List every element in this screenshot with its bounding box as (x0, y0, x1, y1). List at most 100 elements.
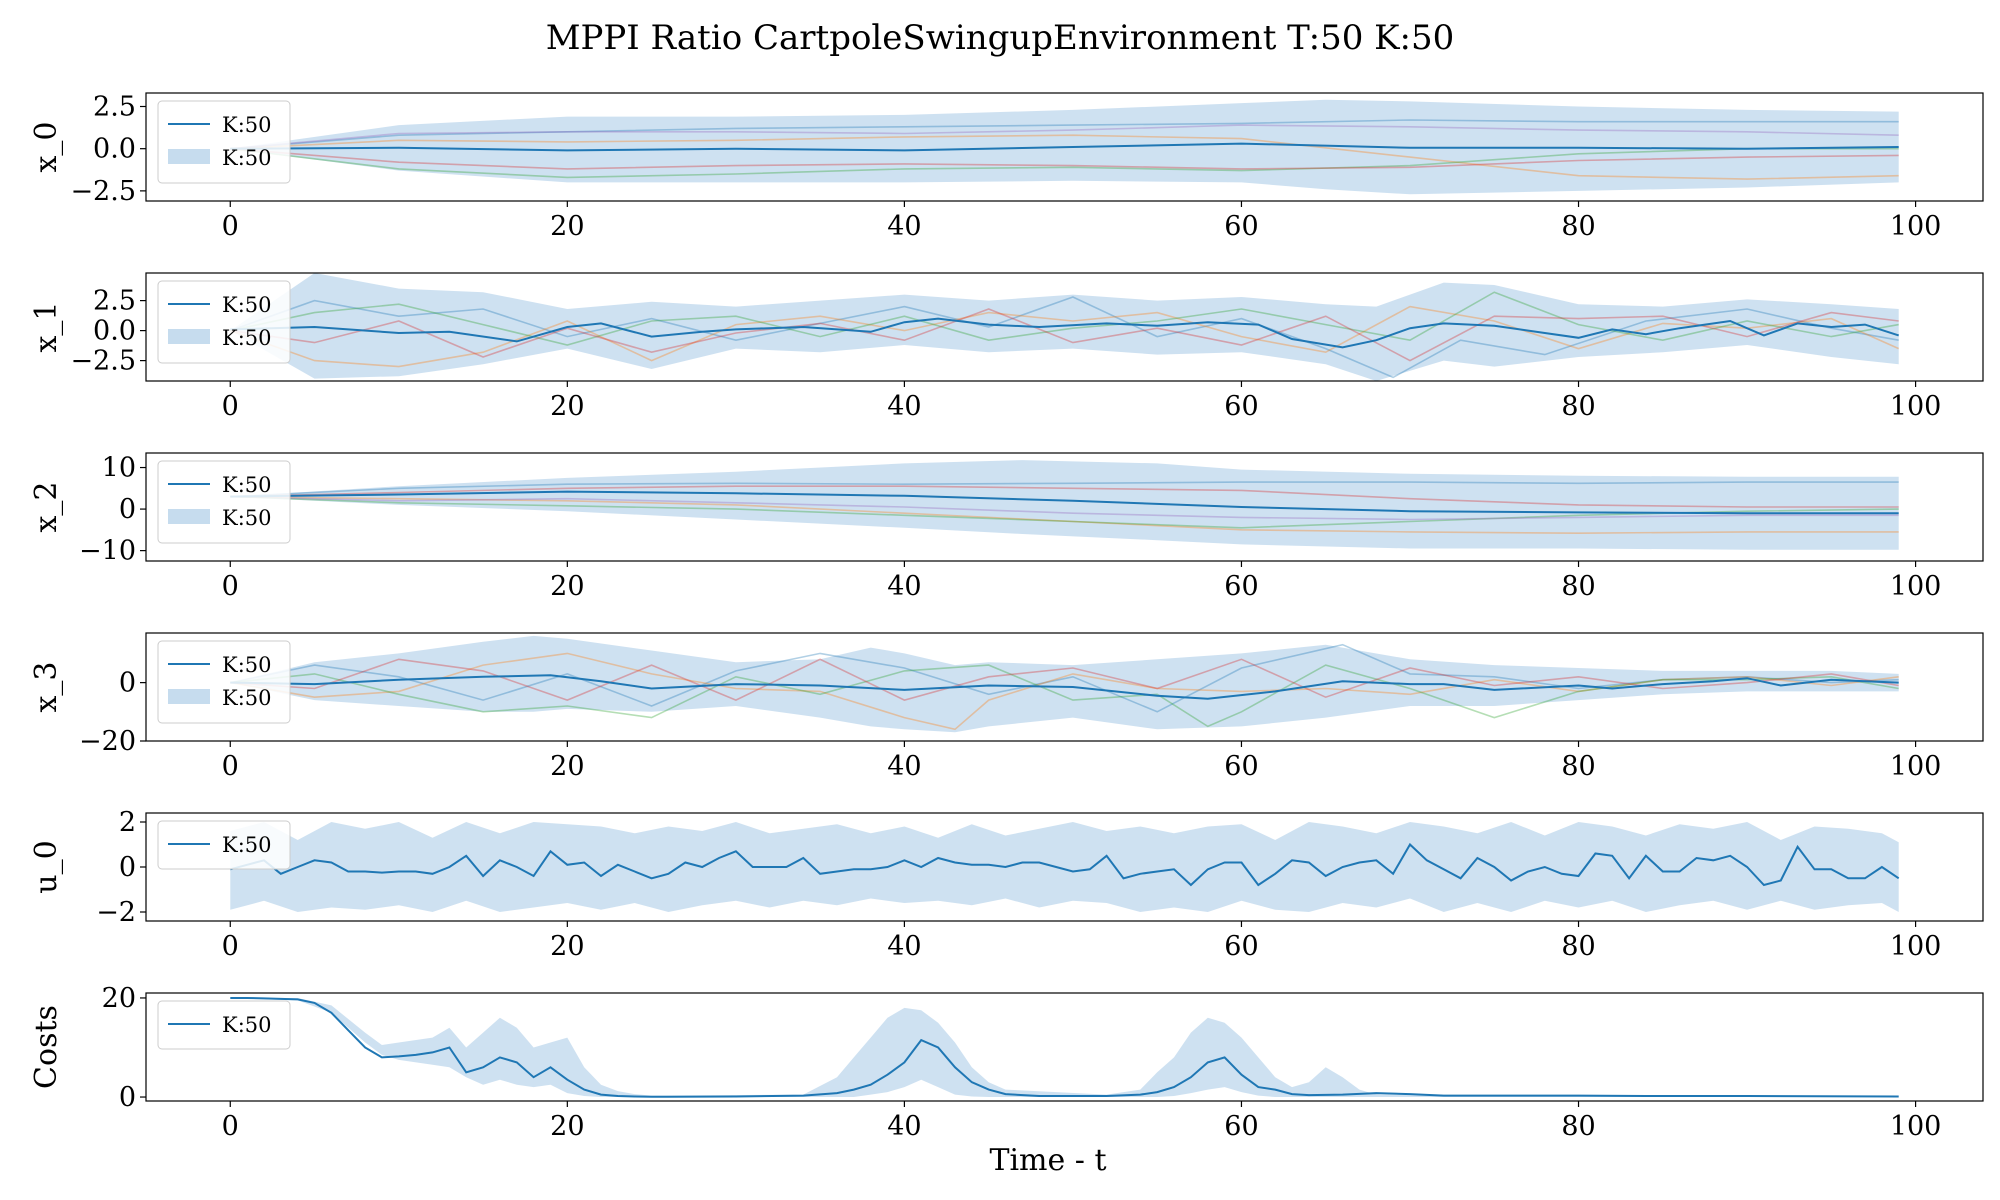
x-tick-label: 0 (222, 751, 239, 782)
sample-trajectory-1 (230, 643, 1899, 713)
y-axis-label: x_1 (29, 301, 64, 352)
legend-label: K:50 (222, 326, 272, 350)
y-tick-label: 0 (119, 852, 136, 883)
subplot-3: 0 20 40 60 80 100 −10 0 10 x_2 K:50 K:50 (29, 452, 1984, 602)
legend: K:50 K:50 (157, 460, 291, 544)
legend-box (157, 820, 291, 870)
x-tick-label: 100 (1890, 931, 1942, 962)
legend: K:50 K:50 (157, 100, 291, 184)
confidence-band (230, 273, 1899, 381)
x-tick-label: 40 (887, 211, 921, 242)
mean-line (230, 674, 1899, 700)
legend-label: K:50 (222, 293, 272, 317)
y-tick-label: 2.5 (93, 286, 136, 317)
plot-area (230, 273, 1900, 381)
y-tick-label: −20 (79, 726, 136, 757)
legend-label: K:50 (222, 686, 272, 710)
mean-line (230, 142, 1899, 152)
x-tick-label: 100 (1890, 1111, 1942, 1142)
x-tick-label: 100 (1890, 751, 1942, 782)
mean-line (230, 997, 1899, 1098)
x-tick-label: 80 (1561, 571, 1595, 602)
y-tick-label: −2 (96, 897, 136, 928)
x-tick-label: 20 (550, 571, 584, 602)
y-tick-label: 0 (119, 494, 136, 525)
legend-box (157, 1000, 291, 1050)
confidence-band (230, 635, 1899, 733)
y-axis-label: x_2 (29, 481, 64, 532)
legend: K:50 K:50 (157, 280, 291, 364)
x-tick-label: 60 (1224, 571, 1258, 602)
x-tick-label: 80 (1561, 751, 1595, 782)
sample-trajectory-3 (230, 291, 1899, 346)
x-tick-label: 100 (1890, 211, 1942, 242)
legend-label: K:50 (222, 506, 272, 530)
x-tick-label: 40 (887, 1111, 921, 1142)
axes-frame (145, 452, 1984, 562)
y-tick-label: −10 (79, 536, 136, 567)
sample-trajectory-1 (230, 296, 1899, 379)
sample-trajectory-5 (230, 495, 1899, 521)
axes-frame (145, 632, 1984, 742)
plot-area (230, 997, 1899, 1098)
confidence-band (230, 998, 1899, 1097)
axes-frame (145, 92, 1984, 202)
plot-area (230, 635, 1899, 733)
sample-trajectory-1 (230, 481, 1899, 498)
x-tick-label: 100 (1890, 571, 1942, 602)
sample-trajectory-4 (230, 658, 1899, 701)
confidence-band (230, 822, 1899, 912)
y-tick-label: 0 (119, 1082, 136, 1113)
sample-trajectory-3 (230, 664, 1899, 728)
legend: K:50 (157, 1000, 291, 1050)
sample-trajectory-4 (230, 485, 1899, 508)
mean-line (230, 842, 1900, 887)
legend-label: K:50 (222, 113, 272, 137)
y-axis-label: x_3 (29, 661, 64, 712)
sample-trajectory-4 (230, 308, 1899, 362)
subplot-6: 0 20 40 60 80 100 0 20 Costs K:50 (29, 983, 1984, 1142)
y-tick-label: 20 (102, 983, 136, 1014)
sample-trajectory-2 (230, 495, 1899, 535)
x-tick-label: 0 (222, 211, 239, 242)
sample-trajectory-4 (230, 147, 1899, 170)
chart-title: MPPI Ratio CartpoleSwingupEnvironment T:… (546, 18, 1455, 58)
legend-label: K:50 (222, 653, 272, 677)
x-tick-label: 100 (1890, 391, 1942, 422)
x-tick-label: 80 (1561, 931, 1595, 962)
axes-frame (145, 272, 1984, 382)
x-tick-label: 60 (1224, 1111, 1258, 1142)
x-tick-label: 60 (1224, 211, 1258, 242)
sample-trajectory-5 (230, 124, 1899, 150)
confidence-band (230, 460, 1899, 550)
x-tick-label: 0 (222, 931, 239, 962)
sample-trajectory-2 (230, 134, 1899, 180)
y-tick-label: 0.0 (93, 316, 136, 347)
x-tick-label: 0 (222, 1111, 239, 1142)
x-tick-label: 20 (550, 751, 584, 782)
x-tick-label: 0 (222, 391, 239, 422)
legend: K:50 K:50 (157, 640, 291, 724)
legend-band-swatch (168, 509, 210, 524)
x-tick-label: 80 (1561, 391, 1595, 422)
x-tick-label: 60 (1224, 931, 1258, 962)
x-tick-label: 40 (887, 931, 921, 962)
y-tick-label: 0 (119, 668, 136, 699)
y-tick-label: 2.5 (93, 92, 136, 123)
y-tick-label: −2.5 (70, 176, 136, 207)
y-tick-label: 2 (119, 807, 136, 838)
plot-area (230, 99, 1899, 195)
y-tick-label: 10 (102, 453, 136, 484)
legend-label: K:50 (222, 146, 272, 170)
plot-area (230, 460, 1899, 550)
sample-trajectory-3 (230, 147, 1899, 179)
x-tick-label: 40 (887, 391, 921, 422)
x-tick-label: 20 (550, 931, 584, 962)
x-tick-label: 80 (1561, 211, 1595, 242)
sample-trajectory-1 (230, 119, 1899, 150)
legend-label: K:50 (222, 833, 272, 857)
y-axis-label: u_0 (29, 840, 64, 893)
y-axis-label: x_0 (29, 121, 64, 172)
mean-line (230, 490, 1899, 515)
